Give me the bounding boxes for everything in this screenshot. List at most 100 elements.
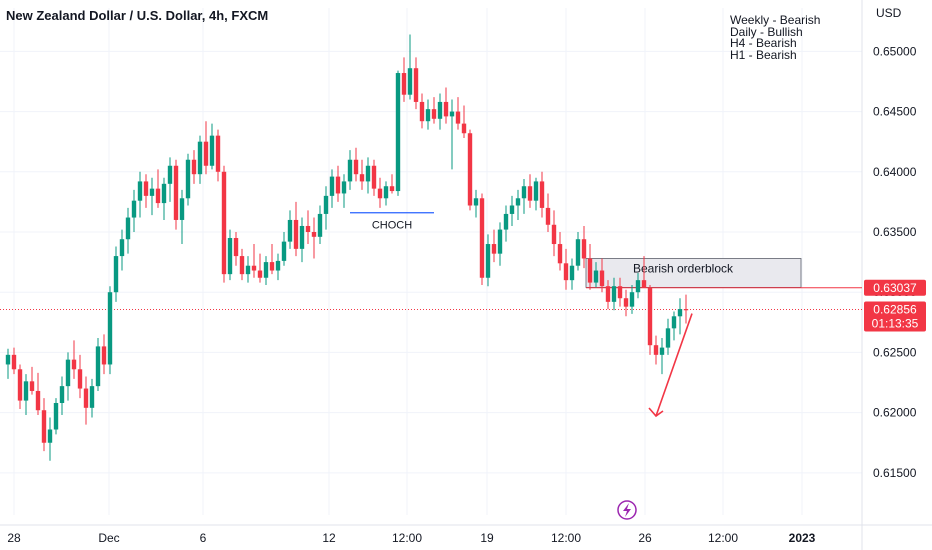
candle-body bbox=[617, 286, 623, 299]
candle-body bbox=[5, 354, 11, 365]
x-tick-label: 28 bbox=[7, 531, 21, 545]
candle-body bbox=[335, 176, 341, 194]
candle-body bbox=[227, 238, 233, 275]
candle-body bbox=[293, 219, 299, 249]
candle-body bbox=[581, 239, 587, 259]
candle-body bbox=[377, 188, 383, 199]
candle-body bbox=[101, 346, 107, 365]
candle-body bbox=[515, 198, 521, 206]
candle-body bbox=[233, 238, 239, 257]
candle-body bbox=[425, 109, 431, 122]
candle-body bbox=[641, 280, 647, 288]
candle-body bbox=[635, 280, 641, 293]
candle-body bbox=[251, 265, 257, 271]
candle-body bbox=[491, 244, 497, 254]
candle-body bbox=[503, 213, 509, 230]
candle-body bbox=[371, 165, 377, 189]
candle-body bbox=[65, 359, 71, 387]
candle-body bbox=[575, 239, 581, 266]
candle-body bbox=[455, 111, 461, 124]
candle-body bbox=[401, 73, 407, 95]
candle-body bbox=[221, 171, 227, 275]
candle-body bbox=[113, 256, 119, 293]
candle-body bbox=[131, 200, 137, 218]
candle-body bbox=[317, 213, 323, 237]
candle-body bbox=[389, 186, 395, 192]
chart-title: New Zealand Dollar / U.S. Dollar, 4h, FX… bbox=[6, 8, 269, 23]
candle-body bbox=[95, 346, 101, 387]
candle-body bbox=[329, 176, 335, 196]
projection-arrow bbox=[655, 313, 693, 417]
candle-body bbox=[629, 292, 635, 307]
candle-body bbox=[419, 101, 425, 122]
candle-body bbox=[485, 244, 491, 278]
candle-body bbox=[161, 183, 167, 204]
candle-body bbox=[257, 270, 263, 278]
candle-body bbox=[203, 141, 209, 166]
x-tick-label: 19 bbox=[480, 531, 494, 545]
candle-body bbox=[191, 159, 197, 175]
candle-body bbox=[665, 328, 671, 348]
candle-body bbox=[587, 258, 593, 283]
candle-body bbox=[245, 265, 251, 275]
candle-body bbox=[497, 229, 503, 254]
x-tick-label: Dec bbox=[98, 531, 119, 545]
candle-body bbox=[83, 388, 89, 408]
candle-body bbox=[509, 205, 515, 214]
candle-body bbox=[347, 159, 353, 182]
candle-body bbox=[647, 287, 653, 346]
orderblock-zone bbox=[585, 258, 802, 288]
x-tick-label: 26 bbox=[638, 531, 652, 545]
candle-body bbox=[269, 262, 275, 271]
orderblock-label: Bearish orderblock bbox=[633, 261, 734, 275]
candle-body bbox=[11, 354, 17, 370]
currency-label: USD bbox=[876, 6, 902, 20]
choch-label: CHOCH bbox=[372, 220, 412, 232]
candle-body bbox=[443, 101, 449, 117]
candle-body bbox=[467, 133, 473, 206]
x-tick-label: 2023 bbox=[789, 531, 816, 545]
candle-body bbox=[89, 386, 95, 408]
candle-body bbox=[527, 186, 533, 201]
candle-body bbox=[341, 181, 347, 194]
candle-body bbox=[473, 198, 479, 206]
candle-body bbox=[107, 292, 113, 365]
candle-body bbox=[431, 109, 437, 119]
candle-body bbox=[533, 181, 539, 201]
price-tag-level bbox=[864, 279, 926, 296]
bias-h4: H4 - Bearish bbox=[730, 36, 797, 50]
candle-body bbox=[461, 123, 467, 134]
candle-body bbox=[359, 174, 365, 182]
y-tick-label: 0.64000 bbox=[873, 165, 917, 179]
bias-notes: Weekly - Bearish Daily - Bullish H4 - Be… bbox=[730, 14, 820, 61]
candle-body bbox=[215, 135, 221, 172]
candle-body bbox=[119, 239, 125, 257]
candle-body bbox=[557, 244, 563, 264]
candle-body bbox=[263, 262, 269, 278]
candle-body bbox=[59, 386, 65, 404]
candle-body bbox=[671, 316, 677, 329]
price-tag-current-text: 0.62856 bbox=[873, 303, 917, 317]
bias-daily: Daily - Bullish bbox=[730, 24, 803, 39]
candle-body bbox=[23, 381, 29, 401]
candle-body bbox=[137, 181, 143, 201]
candle-body bbox=[299, 225, 305, 249]
candle-body bbox=[185, 159, 191, 199]
candle-body bbox=[35, 390, 41, 411]
candle-body bbox=[197, 141, 203, 175]
candle-body bbox=[209, 135, 215, 166]
candle-body bbox=[71, 359, 77, 370]
x-tick-label: 12 bbox=[322, 531, 336, 545]
candle-body bbox=[599, 270, 605, 287]
candle-body bbox=[407, 68, 413, 95]
candle-body bbox=[323, 195, 329, 214]
candle-body bbox=[677, 309, 683, 317]
y-tick-label: 0.63500 bbox=[873, 225, 917, 239]
candle-body bbox=[29, 381, 35, 391]
candle-body bbox=[653, 345, 659, 355]
y-tick-label: 0.65000 bbox=[873, 44, 917, 58]
candle-body bbox=[53, 403, 59, 430]
lightning-icon bbox=[617, 500, 637, 520]
